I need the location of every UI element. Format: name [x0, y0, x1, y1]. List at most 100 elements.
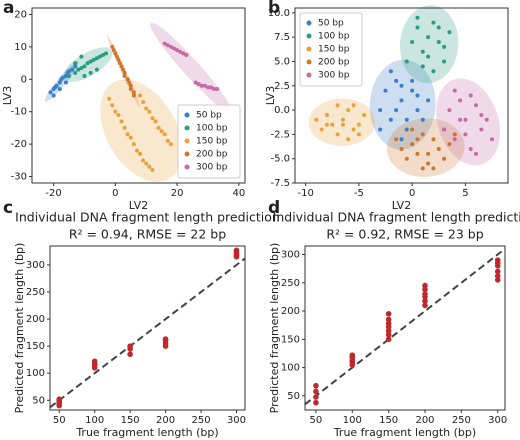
- legend-marker: [184, 112, 190, 118]
- point: [131, 142, 136, 147]
- x-tick-label: -5: [354, 188, 364, 199]
- point: [442, 156, 447, 161]
- point: [172, 46, 176, 51]
- point: [431, 69, 436, 74]
- point: [447, 142, 452, 147]
- point: [233, 247, 240, 254]
- point: [94, 56, 99, 61]
- point: [67, 69, 72, 74]
- plot-frame: [31, 7, 246, 184]
- x-tick-label: 250: [452, 415, 471, 426]
- x-tick-label: 20: [171, 188, 184, 199]
- confidence-ellipse: [100, 79, 183, 182]
- point: [199, 83, 204, 88]
- legend-label: 50 bp: [196, 111, 222, 121]
- y-tick-label: 150: [281, 334, 300, 345]
- reference-line: [49, 257, 246, 409]
- point: [101, 52, 105, 57]
- point: [447, 30, 452, 35]
- point: [442, 44, 447, 49]
- point: [111, 48, 116, 53]
- point: [63, 74, 68, 79]
- point: [168, 142, 173, 147]
- panel-label: a: [3, 0, 14, 18]
- x-tick-label: 100: [85, 415, 104, 426]
- point: [415, 137, 420, 142]
- legend-label: 300 bp: [196, 163, 228, 173]
- point: [196, 82, 201, 87]
- plot-frame: [49, 245, 246, 411]
- point: [463, 117, 468, 122]
- point: [494, 273, 501, 279]
- point: [394, 78, 399, 83]
- point: [85, 61, 90, 66]
- point: [79, 65, 84, 70]
- point: [54, 83, 59, 88]
- x-tick-label: -10: [297, 188, 313, 199]
- point: [452, 137, 457, 142]
- point: [110, 44, 115, 49]
- x-tick-label: 0: [112, 188, 118, 199]
- point: [383, 88, 388, 93]
- y-tick-label: 250: [281, 278, 300, 289]
- legend-label: 200 bp: [318, 58, 350, 68]
- point: [340, 117, 345, 122]
- point: [127, 80, 132, 85]
- point: [385, 331, 392, 338]
- point: [125, 132, 130, 137]
- point: [168, 44, 173, 49]
- y-tick-label: 7.5: [274, 32, 290, 43]
- chart-subtitle: R² = 0.94, RMSE = 22 bp: [69, 227, 226, 242]
- point: [404, 59, 409, 64]
- point: [319, 127, 324, 132]
- point: [474, 103, 479, 108]
- y-tick-label: -20: [11, 139, 27, 150]
- point: [116, 57, 121, 62]
- point: [324, 122, 329, 127]
- point: [420, 117, 425, 122]
- x-tick-label: 0: [409, 188, 415, 199]
- point: [165, 138, 170, 143]
- legend-label: 100 bp: [318, 32, 350, 42]
- point: [94, 67, 99, 72]
- legend-label: 150 bp: [196, 137, 228, 147]
- point: [215, 87, 220, 92]
- y-tick-label: -10: [11, 107, 27, 118]
- point: [73, 70, 78, 75]
- point: [420, 49, 425, 54]
- point: [479, 112, 484, 117]
- point: [442, 59, 447, 64]
- legend-label: 150 bp: [318, 45, 350, 55]
- point: [107, 96, 112, 101]
- legend-box: [299, 12, 363, 87]
- legend-marker: [184, 164, 190, 170]
- point: [436, 146, 441, 151]
- y-tick-label: 300: [26, 260, 45, 271]
- y-tick-label: 20: [14, 9, 27, 20]
- x-tick-label: -20: [45, 188, 61, 199]
- point: [422, 291, 428, 297]
- point: [63, 80, 68, 85]
- point: [79, 54, 84, 59]
- point: [463, 132, 468, 137]
- point: [484, 117, 489, 122]
- y-tick-label: 50: [287, 391, 300, 402]
- point: [128, 87, 133, 92]
- x-tick-label: 200: [156, 415, 175, 426]
- point: [415, 93, 420, 98]
- point: [91, 358, 98, 365]
- legend-label: 300 bp: [318, 71, 350, 81]
- y-tick-label: 250: [26, 287, 45, 298]
- legend-marker: [184, 151, 190, 157]
- y-tick-label: 10.0: [268, 8, 290, 19]
- chart-subtitle: R² = 0.92, RMSE = 23 bp: [326, 227, 483, 242]
- point: [447, 108, 452, 113]
- point: [335, 103, 340, 108]
- point: [356, 132, 361, 137]
- point: [70, 67, 75, 72]
- point: [410, 127, 415, 132]
- point: [162, 132, 167, 137]
- x-tick-label: 40: [232, 188, 245, 199]
- point: [385, 311, 392, 317]
